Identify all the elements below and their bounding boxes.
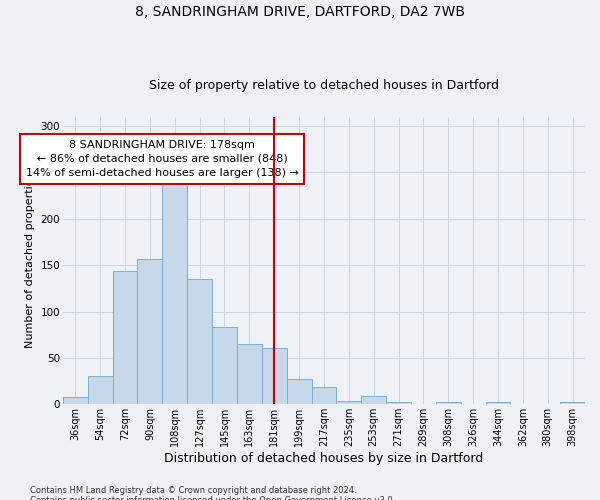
Bar xyxy=(63,397,88,404)
Bar xyxy=(337,400,361,404)
Bar xyxy=(212,328,237,404)
Bar xyxy=(163,181,187,404)
Text: 8, SANDRINGHAM DRIVE, DARTFORD, DA2 7WB: 8, SANDRINGHAM DRIVE, DARTFORD, DA2 7WB xyxy=(135,5,465,19)
Bar xyxy=(287,380,311,404)
Title: Size of property relative to detached houses in Dartford: Size of property relative to detached ho… xyxy=(149,79,499,92)
Text: Contains public sector information licensed under the Open Government Licence v3: Contains public sector information licen… xyxy=(30,496,395,500)
Text: 8 SANDRINGHAM DRIVE: 178sqm
← 86% of detached houses are smaller (848)
14% of se: 8 SANDRINGHAM DRIVE: 178sqm ← 86% of det… xyxy=(26,140,299,178)
Bar xyxy=(436,402,461,404)
Bar xyxy=(237,344,262,405)
Bar xyxy=(386,402,411,404)
Bar xyxy=(311,386,337,404)
Bar xyxy=(262,348,287,405)
Y-axis label: Number of detached properties: Number of detached properties xyxy=(25,173,35,348)
Bar xyxy=(361,396,386,404)
Bar xyxy=(88,376,113,404)
X-axis label: Distribution of detached houses by size in Dartford: Distribution of detached houses by size … xyxy=(164,452,484,465)
Bar xyxy=(137,258,163,404)
Bar xyxy=(187,279,212,404)
Text: Contains HM Land Registry data © Crown copyright and database right 2024.: Contains HM Land Registry data © Crown c… xyxy=(30,486,356,495)
Bar xyxy=(485,402,511,404)
Bar xyxy=(113,270,137,404)
Bar xyxy=(560,402,585,404)
